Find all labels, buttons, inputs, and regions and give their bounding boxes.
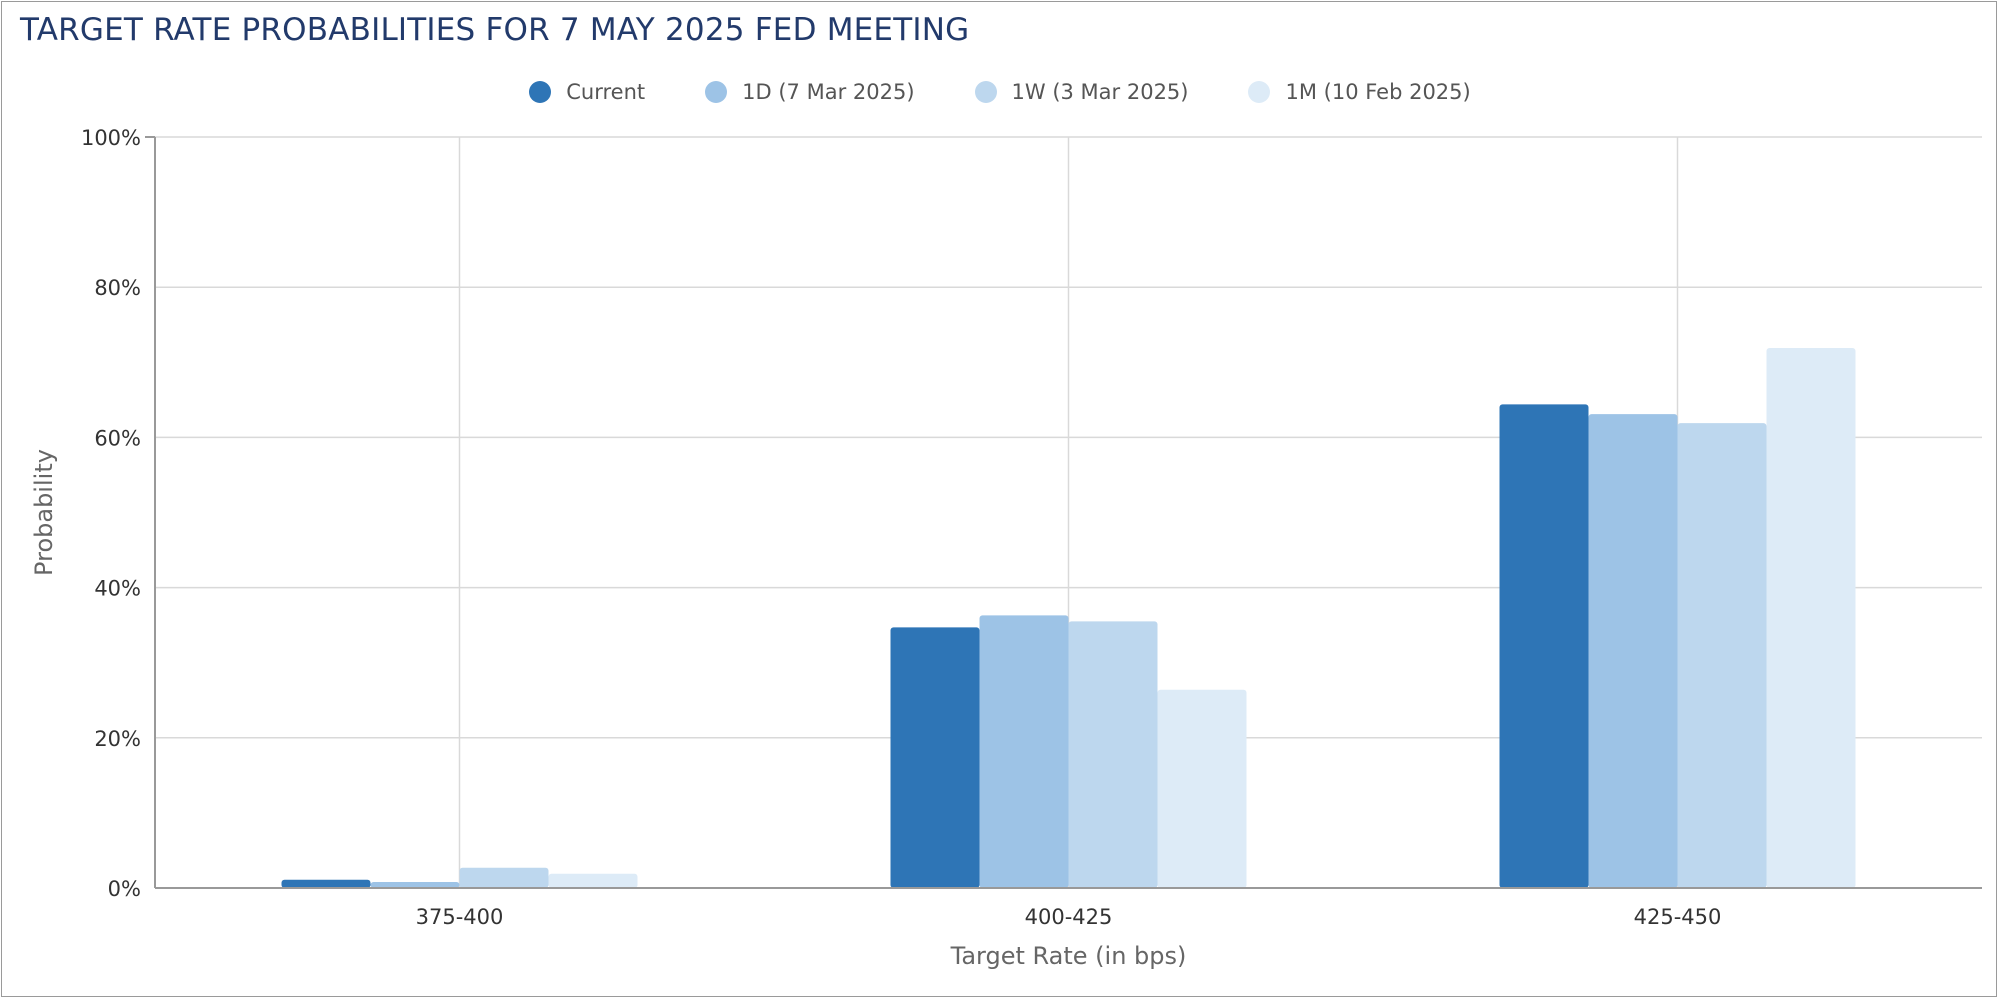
- x-tick-label: 425-450: [1634, 905, 1722, 929]
- y-axis-title: Probability: [30, 449, 58, 576]
- legend-label-current: Current: [566, 80, 646, 104]
- chart-title: TARGET RATE PROBABILITIES FOR 7 MAY 2025…: [20, 12, 970, 48]
- chart-legend: Current 1D (7 Mar 2025) 1W (3 Mar 2025) …: [0, 80, 2000, 104]
- bar-425-450-series-2[interactable]: [1677, 423, 1767, 888]
- legend-swatch-current: [529, 81, 552, 103]
- y-tick-label: 80%: [94, 276, 141, 300]
- y-tick-label: 40%: [94, 577, 141, 601]
- bar-425-450-series-1[interactable]: [1588, 414, 1678, 888]
- bar-400-425-series-2[interactable]: [1068, 621, 1158, 888]
- bar-375-400-series-3[interactable]: [548, 873, 638, 888]
- bar-400-425-series-1[interactable]: [979, 615, 1069, 888]
- y-tick-label: 100%: [81, 126, 141, 150]
- bars: [281, 348, 1856, 888]
- axes: [145, 136, 1982, 889]
- legend-swatch-1d: [705, 81, 728, 103]
- bar-425-450-series-3[interactable]: [1766, 348, 1856, 888]
- y-tick-label: 0%: [108, 877, 141, 901]
- legend-swatch-1m: [1248, 81, 1271, 103]
- legend-label-1w: 1W (3 Mar 2025): [1011, 80, 1189, 104]
- legend-label-1d: 1D (7 Mar 2025): [742, 80, 915, 104]
- legend-item-1w[interactable]: 1W (3 Mar 2025): [974, 80, 1189, 104]
- legend-item-current[interactable]: Current: [529, 80, 645, 104]
- legend-item-1d[interactable]: 1D (7 Mar 2025): [705, 80, 915, 104]
- bar-400-425-series-3[interactable]: [1157, 689, 1247, 888]
- x-axis-title: Target Rate (in bps): [950, 942, 1187, 970]
- x-tick-label: 375-400: [416, 905, 504, 929]
- y-tick-label: 20%: [94, 727, 141, 751]
- x-tick-label: 400-425: [1025, 905, 1113, 929]
- bar-425-450-series-0[interactable]: [1499, 404, 1589, 888]
- legend-item-1m[interactable]: 1M (10 Feb 2025): [1248, 80, 1471, 104]
- bar-400-425-series-0[interactable]: [890, 627, 980, 888]
- legend-label-1m: 1M (10 Feb 2025): [1285, 80, 1471, 104]
- bar-375-400-series-1[interactable]: [370, 881, 460, 888]
- y-tick-label: 60%: [94, 426, 141, 450]
- tick-labels: 0% 20% 40% 60% 80% 100% 375-400 400-425 425-450: [81, 126, 1721, 929]
- bar-375-400-series-2[interactable]: [459, 867, 549, 888]
- bar-375-400-series-0[interactable]: [281, 879, 371, 888]
- legend-swatch-1w: [974, 81, 997, 103]
